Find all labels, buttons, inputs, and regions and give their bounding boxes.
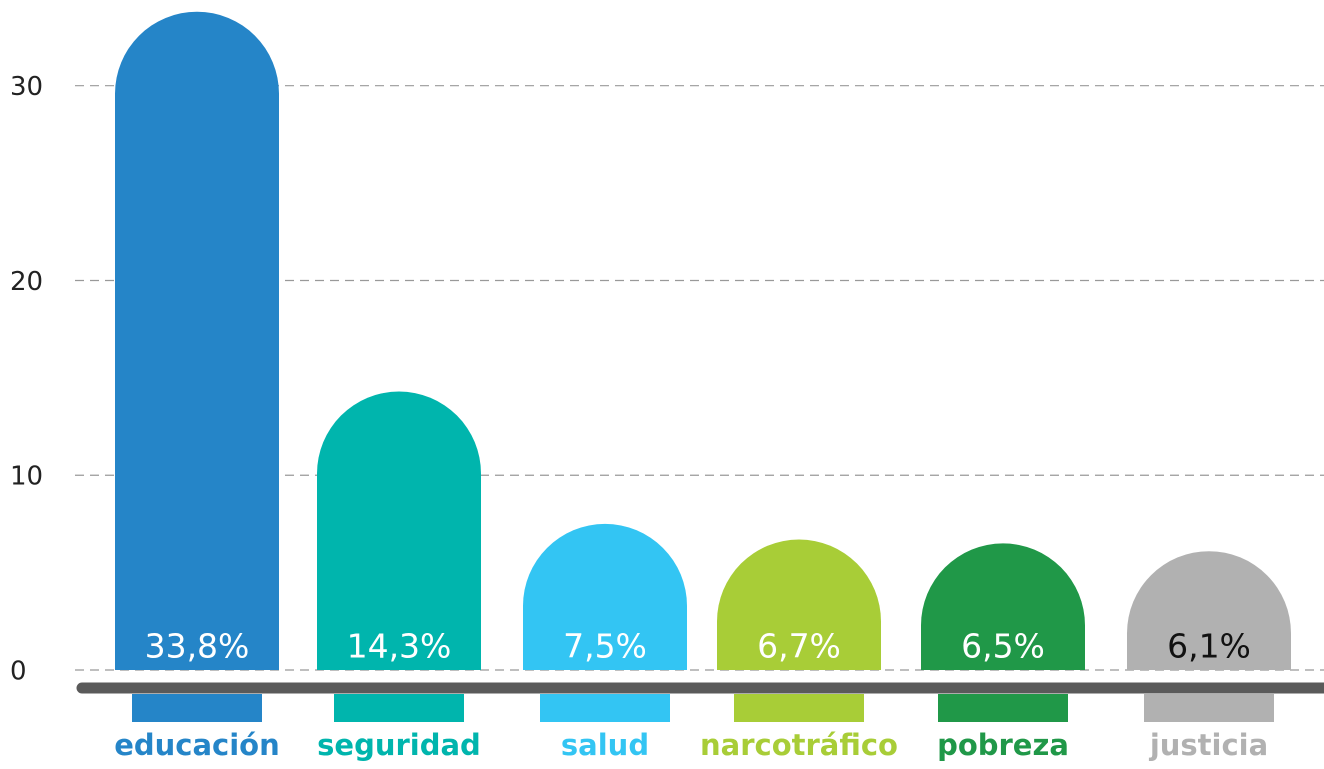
value-label: 33,8%	[145, 627, 250, 666]
value-label: 7,5%	[563, 627, 647, 666]
x-tick-label: educación	[114, 728, 280, 762]
bar	[1127, 551, 1291, 670]
bar	[317, 391, 481, 670]
x-tick-label: salud	[561, 728, 649, 762]
value-label: 6,7%	[757, 627, 841, 666]
x-tick-label: justicia	[1149, 728, 1268, 762]
bar	[717, 539, 881, 670]
bar-foot	[734, 694, 864, 722]
bar-foot	[334, 694, 464, 722]
x-tick-label: seguridad	[317, 728, 481, 762]
y-tick-label: 20	[10, 267, 43, 297]
y-tick-label: 30	[10, 72, 43, 102]
value-label: 6,1%	[1167, 627, 1251, 666]
y-tick-label: 0	[10, 657, 27, 687]
bar-foot	[540, 694, 670, 722]
bar-foot	[132, 694, 262, 722]
y-tick-label: 10	[10, 462, 43, 492]
bar	[115, 11, 279, 670]
value-label: 6,5%	[961, 627, 1045, 666]
value-label: 14,3%	[347, 627, 452, 666]
x-tick-label: pobreza	[937, 728, 1069, 762]
bar-foot	[938, 694, 1068, 722]
bar	[523, 523, 687, 670]
x-tick-label: narcotráfico	[700, 728, 898, 762]
bar	[920, 543, 1085, 670]
bar-foot	[1144, 694, 1274, 722]
